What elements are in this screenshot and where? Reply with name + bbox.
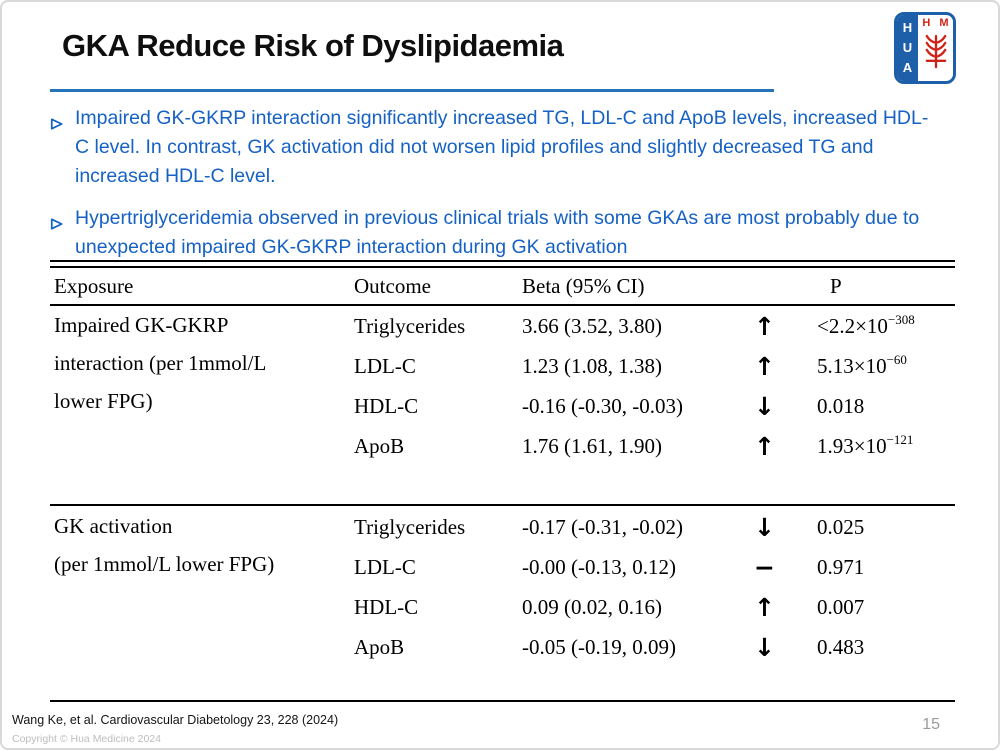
exposure-line: GK activation xyxy=(54,514,173,538)
outcome-cell: LDL-C xyxy=(354,554,416,579)
table-row: Triglycerides -0.17 (-0.31, -0.02) ↓ 0.0… xyxy=(354,507,955,547)
table-header-rule xyxy=(50,304,955,306)
up-arrow-icon: ↑ xyxy=(754,592,775,622)
beta-cell: -0.16 (-0.30, -0.03) xyxy=(522,393,683,418)
p-base: 0.018 xyxy=(817,394,865,418)
bullet-item: Hypertriglyceridemia observed in previou… xyxy=(50,204,935,262)
p-value-cell: 0.971 xyxy=(794,554,955,580)
outcome-cell: ApoB xyxy=(354,433,405,458)
p-value-cell: <2.2×10−308 xyxy=(794,312,955,339)
p-base: 0.971 xyxy=(817,555,865,579)
table-row: Triglycerides 3.66 (3.52, 3.80) ↑ <2.2×1… xyxy=(354,306,955,346)
table-section-impaired-gk-gkrp: Impaired GK-GKRP interaction (per 1mmol/… xyxy=(50,306,955,466)
exposure-line: lower FPG) xyxy=(54,389,153,413)
table-row: LDL-C 1.23 (1.08, 1.38) ↑ 5.13×10−60 xyxy=(354,346,955,386)
table-top-rule xyxy=(50,260,955,262)
outcome-cell: Triglycerides xyxy=(354,313,466,338)
beta-cell: 1.76 (1.61, 1.90) xyxy=(522,433,662,458)
down-arrow-icon: ↓ xyxy=(754,391,775,421)
bullet-list: Impaired GK-GKRP interaction significant… xyxy=(50,104,935,275)
logo-vertical-bar: H U A xyxy=(897,15,918,81)
up-arrow-icon: ↑ xyxy=(754,311,775,341)
p-base: 0.483 xyxy=(817,635,865,659)
beta-cell: -0.05 (-0.19, 0.09) xyxy=(522,634,676,659)
down-arrow-icon: ↓ xyxy=(754,632,775,662)
table-header-row: Exposure Outcome Beta (95% CI) P xyxy=(50,268,955,304)
exposure-line: interaction (per 1mmol/L xyxy=(54,351,267,375)
exposure-label: Impaired GK-GKRP interaction (per 1mmol/… xyxy=(54,306,350,420)
p-base: <2.2×10 xyxy=(817,314,888,338)
p-value-cell: 0.483 xyxy=(794,634,955,660)
p-exponent: −308 xyxy=(887,312,915,327)
hua-medicine-logo: H U A H M xyxy=(894,12,956,84)
title-underline xyxy=(50,89,774,92)
p-base: 1.93×10 xyxy=(817,434,887,458)
p-value-cell: 0.007 xyxy=(794,594,955,620)
table-row: ApoB 1.76 (1.61, 1.90) ↑ 1.93×10−121 xyxy=(354,426,955,466)
logo-letter: H xyxy=(902,20,913,35)
p-value-cell: 0.025 xyxy=(794,514,955,540)
beta-cell: 3.66 (3.52, 3.80) xyxy=(522,313,662,338)
beta-cell: -0.00 (-0.13, 0.12) xyxy=(522,554,676,579)
down-arrow-icon: ↓ xyxy=(754,512,775,542)
outcome-cell: ApoB xyxy=(354,634,405,659)
bullet-item: Impaired GK-GKRP interaction significant… xyxy=(50,104,935,191)
outcome-cell: LDL-C xyxy=(354,353,416,378)
hua-plant-seal-icon xyxy=(921,29,951,78)
beta-cell: 1.23 (1.08, 1.38) xyxy=(522,353,662,378)
table-section-rule xyxy=(50,504,955,506)
header-beta: Beta (95% CI) xyxy=(522,273,645,298)
header-p: P xyxy=(830,273,842,298)
table-row: ApoB -0.05 (-0.19, 0.09) ↓ 0.483 xyxy=(354,627,955,667)
bullet-text: Impaired GK-GKRP interaction significant… xyxy=(75,107,929,187)
p-value-cell: 1.93×10−121 xyxy=(794,432,955,459)
p-value-cell: 0.018 xyxy=(794,393,955,419)
beta-cell: 0.09 (0.02, 0.16) xyxy=(522,594,662,619)
exposure-line: Impaired GK-GKRP xyxy=(54,313,229,337)
section-rows: Triglycerides -0.17 (-0.31, -0.02) ↓ 0.0… xyxy=(354,507,955,667)
p-base: 0.007 xyxy=(817,595,865,619)
table-row: HDL-C 0.09 (0.02, 0.16) ↑ 0.007 xyxy=(354,587,955,627)
p-base: 0.025 xyxy=(817,515,865,539)
exposure-label: GK activation (per 1mmol/L lower FPG) xyxy=(54,507,350,583)
logo-hm-text: H M xyxy=(922,17,952,29)
exposure-line: (per 1mmol/L lower FPG) xyxy=(54,552,275,576)
outcome-cell: Triglycerides xyxy=(354,514,466,539)
section-rows: Triglycerides 3.66 (3.52, 3.80) ↑ <2.2×1… xyxy=(354,306,955,466)
logo-letter: U xyxy=(902,40,913,55)
header-outcome: Outcome xyxy=(354,273,431,298)
table-bottom-rule xyxy=(50,699,955,702)
p-base: 5.13×10 xyxy=(817,354,887,378)
results-table: Exposure Outcome Beta (95% CI) P Impaire… xyxy=(50,260,955,702)
arrow-bullet-icon xyxy=(50,104,75,191)
bullet-text: Hypertriglyceridemia observed in previou… xyxy=(75,207,920,258)
p-value-cell: 5.13×10−60 xyxy=(794,352,955,379)
header-exposure: Exposure xyxy=(54,273,134,298)
copyright-text: Copyright © Hua Medicine 2024 xyxy=(12,733,161,745)
no-change-dash-icon: − xyxy=(754,552,775,582)
beta-cell: -0.17 (-0.31, -0.02) xyxy=(522,514,683,539)
logo-letter: A xyxy=(902,60,913,75)
outcome-cell: HDL-C xyxy=(354,594,419,619)
table-top-rule xyxy=(50,266,955,268)
up-arrow-icon: ↑ xyxy=(754,431,775,461)
p-exponent: −121 xyxy=(886,432,914,447)
logo-right-panel: H M xyxy=(918,15,953,81)
citation-text: Wang Ke, et al. Cardiovascular Diabetolo… xyxy=(12,713,339,727)
outcome-cell: HDL-C xyxy=(354,393,419,418)
page-number: 15 xyxy=(922,716,940,733)
table-section-gk-activation: GK activation (per 1mmol/L lower FPG) Tr… xyxy=(50,507,955,667)
table-row: HDL-C -0.16 (-0.30, -0.03) ↓ 0.018 xyxy=(354,386,955,426)
page-title: GKA Reduce Risk of Dyslipidaemia xyxy=(62,28,564,63)
arrow-bullet-icon xyxy=(50,204,75,262)
table-row: LDL-C -0.00 (-0.13, 0.12) − 0.971 xyxy=(354,547,955,587)
up-arrow-icon: ↑ xyxy=(754,351,775,381)
p-exponent: −60 xyxy=(886,352,907,367)
